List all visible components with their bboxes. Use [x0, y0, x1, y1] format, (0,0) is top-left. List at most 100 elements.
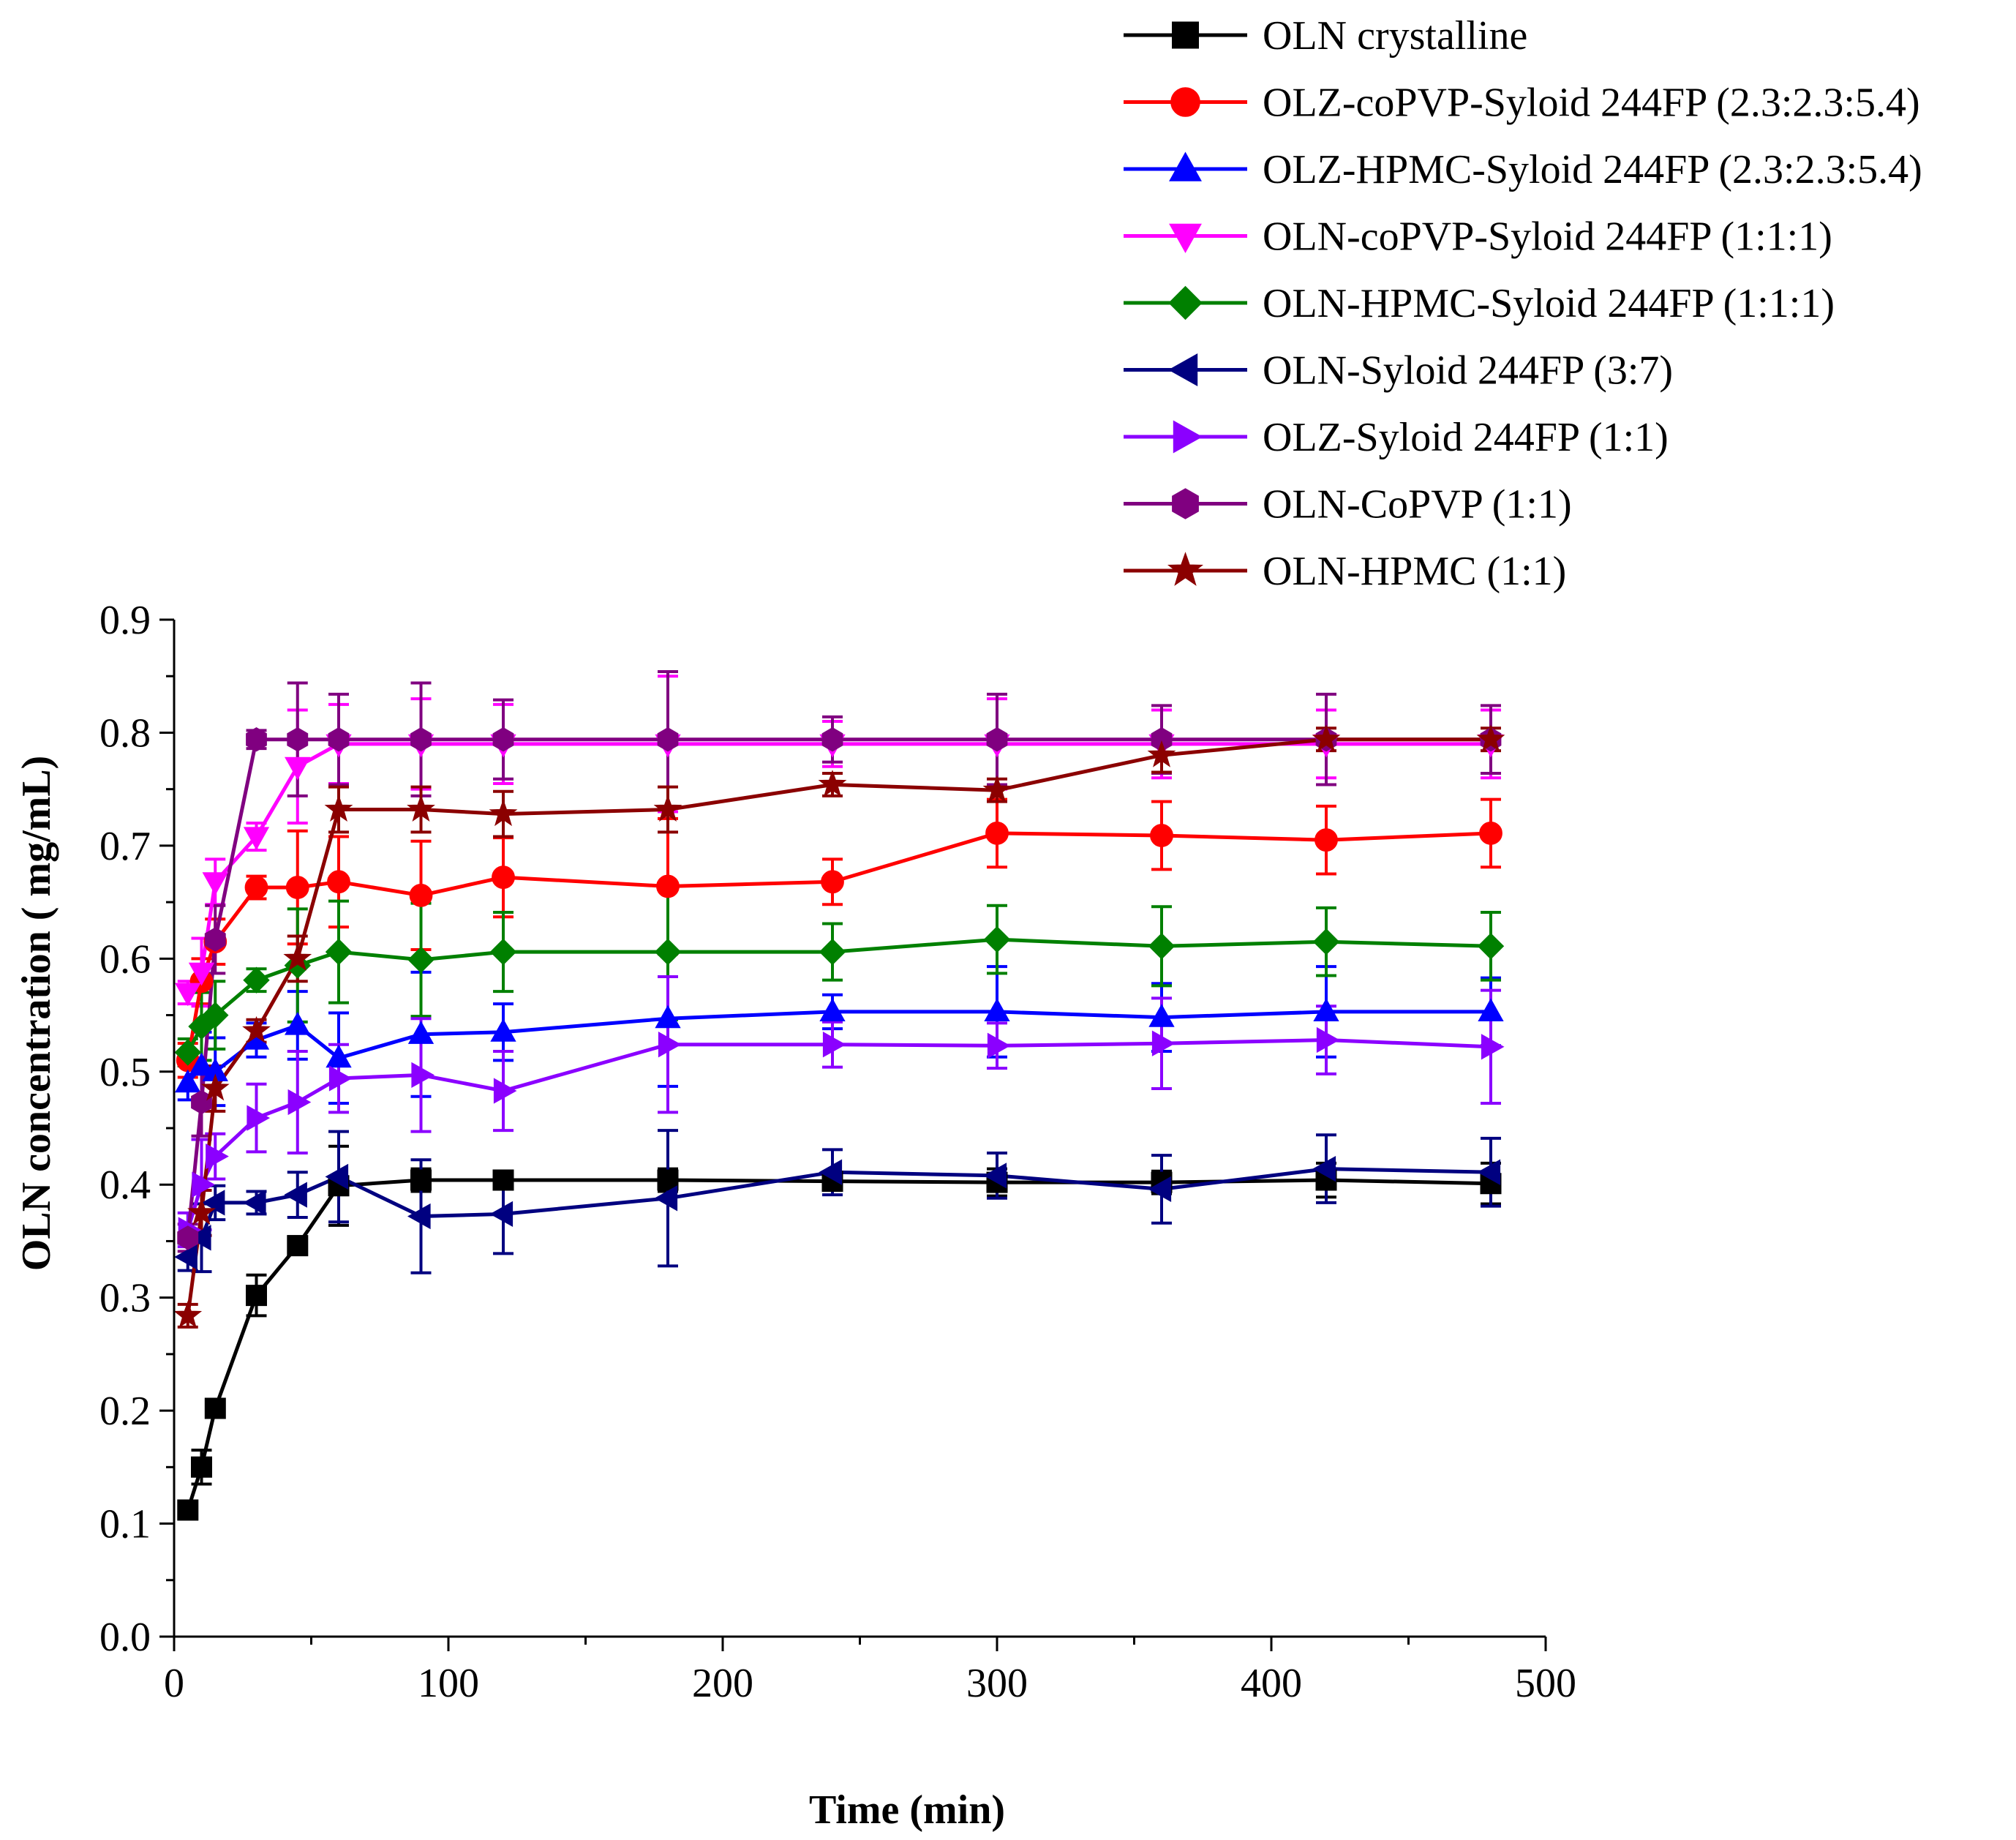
x-tick-label: 500 [1515, 1661, 1576, 1706]
legend-marker-olz-copvp-syloid-244fp-2-3-2-3-5-4 [1170, 87, 1200, 117]
y-tick-label: 0.9 [99, 598, 151, 643]
data-point-oln-copvp-1-1 [492, 727, 514, 752]
y-tick-label: 0.1 [99, 1502, 151, 1547]
data-point-olz-hpmc-syloid-244fp-2-3-2-3-5-4 [819, 998, 846, 1021]
data-point-oln-syloid-244fp-3-7 [654, 1185, 678, 1212]
data-point-oln-syloid-244fp-3-7 [1148, 1176, 1172, 1203]
data-point-olz-hpmc-syloid-244fp-2-3-2-3-5-4 [984, 998, 1010, 1021]
legend-label-olz-hpmc-syloid-244fp-2-3-2-3-5-4: OLZ-HPMC-Syloid 244FP (2.3:2.3:5.4) [1263, 147, 1922, 192]
y-tick-label: 0.6 [99, 936, 151, 982]
data-point-oln-syloid-244fp-3-7 [174, 1244, 198, 1270]
data-point-oln-hpmc-syloid-244fp-1-1-1 [1148, 933, 1176, 960]
data-point-olz-syloid-244fp-1-1 [1316, 1026, 1340, 1054]
data-point-oln-crystalline [410, 1169, 432, 1191]
legend: OLN crystalline OLZ-coPVP-Syloid 244FP (2… [1124, 13, 1922, 594]
data-point-oln-crystalline [204, 1397, 226, 1419]
data-point-olz-copvp-syloid-244fp-2-3-2-3-5-4 [985, 822, 1009, 845]
x-axis-title: Time (min) [809, 1787, 1005, 1833]
data-point-olz-syloid-244fp-1-1 [493, 1078, 517, 1104]
data-point-oln-hpmc-syloid-244fp-1-1-1 [407, 946, 435, 974]
x-tick-label: 0 [164, 1661, 184, 1706]
legend-label-olz-syloid-244fp-1-1: OLZ-Syloid 244FP (1:1) [1263, 415, 1669, 460]
data-point-oln-hpmc-syloid-244fp-1-1-1 [243, 966, 270, 994]
data-point-olz-copvp-syloid-244fp-2-3-2-3-5-4 [327, 870, 350, 894]
data-point-olz-hpmc-syloid-244fp-2-3-2-3-5-4 [1148, 1004, 1175, 1027]
data-point-olz-copvp-syloid-244fp-2-3-2-3-5-4 [656, 874, 680, 898]
series-line-olz-hpmc-syloid-244fp-2-3-2-3-5-4 [186, 1010, 1491, 1084]
data-point-olz-syloid-244fp-1-1 [658, 1032, 682, 1058]
data-point-oln-hpmc-syloid-244fp-1-1-1 [654, 938, 682, 966]
legend-marker-oln-copvp-syloid-244fp-1-1-1 [1169, 223, 1202, 254]
data-point-oln-hpmc-1-1 [242, 1015, 271, 1043]
y-tick-label: 0.7 [99, 824, 151, 869]
data-point-oln-hpmc-syloid-244fp-1-1-1 [325, 938, 353, 966]
data-point-oln-syloid-244fp-3-7 [983, 1163, 1007, 1189]
data-point-oln-syloid-244fp-3-7 [1477, 1159, 1501, 1185]
data-point-oln-syloid-244fp-3-7 [242, 1190, 266, 1216]
series-line-oln-crystalline [186, 1178, 1492, 1511]
data-point-oln-hpmc-1-1 [283, 943, 312, 971]
data-point-oln-copvp-1-1 [821, 727, 843, 752]
data-point-olz-copvp-syloid-244fp-2-3-2-3-5-4 [1150, 824, 1173, 847]
legend-label-oln-copvp-syloid-244fp-1-1-1: OLN-coPVP-Syloid 244FP (1:1:1) [1263, 214, 1832, 260]
series-line-oln-copvp-1-1 [186, 737, 1491, 1239]
data-point-oln-hpmc-syloid-244fp-1-1-1 [1312, 928, 1340, 955]
error-bars-layer [177, 670, 1501, 1521]
data-point-olz-syloid-244fp-1-1 [287, 1089, 312, 1116]
data-point-olz-syloid-244fp-1-1 [328, 1065, 353, 1092]
data-point-oln-syloid-244fp-3-7 [325, 1163, 349, 1190]
y-tick-label: 0.5 [99, 1050, 151, 1095]
data-point-oln-hpmc-syloid-244fp-1-1-1 [489, 938, 517, 966]
y-tick-label: 0.8 [99, 710, 151, 756]
data-point-olz-syloid-244fp-1-1 [192, 1171, 216, 1198]
legend-label-oln-syloid-244fp-3-7: OLN-Syloid 244FP (3:7) [1263, 348, 1673, 394]
data-point-oln-copvp-syloid-244fp-1-1-1 [243, 827, 270, 851]
data-point-oln-hpmc-syloid-244fp-1-1-1 [174, 1039, 202, 1066]
data-point-oln-crystalline [657, 1169, 679, 1191]
x-tick-label: 300 [966, 1661, 1028, 1706]
legend-label-oln-hpmc-syloid-244fp-1-1-1: OLN-HPMC-Syloid 244FP (1:1:1) [1263, 281, 1835, 326]
axes: 0.0 0.1 0.2 0.3 0.4 0.5 0.6 0.7 0.8 0.9 0 100 200 300… [99, 598, 1576, 1706]
data-point-oln-copvp-1-1 [204, 927, 226, 952]
data-point-oln-copvp-1-1 [657, 727, 679, 752]
data-point-oln-syloid-244fp-3-7 [1312, 1155, 1336, 1182]
data-point-oln-copvp-1-1 [986, 727, 1008, 752]
series-line-olz-syloid-244fp-1-1 [186, 1038, 1492, 1231]
data-point-olz-copvp-syloid-244fp-2-3-2-3-5-4 [492, 865, 515, 889]
data-point-olz-hpmc-syloid-244fp-2-3-2-3-5-4 [188, 1052, 215, 1076]
data-point-oln-hpmc-1-1 [1147, 740, 1176, 767]
data-point-olz-hpmc-syloid-244fp-2-3-2-3-5-4 [1478, 998, 1504, 1021]
data-point-oln-hpmc-1-1 [187, 1198, 216, 1225]
data-point-oln-hpmc-1-1 [982, 775, 1012, 803]
data-point-olz-copvp-syloid-244fp-2-3-2-3-5-4 [1479, 822, 1502, 845]
data-point-oln-copvp-1-1 [328, 727, 350, 752]
data-point-oln-syloid-244fp-3-7 [489, 1201, 514, 1228]
data-point-olz-syloid-244fp-1-1 [1151, 1030, 1176, 1056]
legend-marker-olz-syloid-244fp-1-1 [1173, 420, 1203, 454]
data-point-oln-hpmc-syloid-244fp-1-1-1 [1477, 933, 1505, 960]
markers-layer [173, 724, 1505, 1521]
data-point-oln-hpmc-syloid-244fp-1-1-1 [202, 1002, 229, 1029]
data-point-oln-copvp-1-1 [177, 1225, 199, 1250]
data-point-oln-syloid-244fp-3-7 [187, 1225, 211, 1251]
y-tick-label: 0.2 [99, 1389, 151, 1434]
y-axis-title: OLN concentration ( mg/mL) [14, 756, 59, 1272]
data-point-oln-syloid-244fp-3-7 [407, 1203, 431, 1230]
data-point-oln-hpmc-syloid-244fp-1-1-1 [983, 925, 1011, 953]
data-point-oln-hpmc-1-1 [1476, 724, 1505, 752]
data-point-olz-copvp-syloid-244fp-2-3-2-3-5-4 [285, 876, 309, 899]
data-point-oln-syloid-244fp-3-7 [819, 1159, 843, 1185]
data-point-olz-syloid-244fp-1-1 [987, 1032, 1011, 1059]
x-tick-label: 200 [692, 1661, 753, 1706]
y-tick-label: 0.3 [99, 1276, 151, 1321]
y-tick-label: 0.0 [99, 1615, 151, 1660]
data-point-oln-hpmc-1-1 [324, 795, 353, 822]
legend-marker-oln-crystalline [1172, 21, 1199, 49]
data-point-olz-hpmc-syloid-244fp-2-3-2-3-5-4 [326, 1044, 352, 1068]
data-point-olz-syloid-244fp-1-1 [411, 1062, 435, 1089]
legend-marker-oln-hpmc-1-1 [1167, 552, 1204, 586]
data-point-oln-crystalline [287, 1235, 309, 1257]
legend-label-oln-crystalline: OLN crystalline [1263, 13, 1527, 59]
data-point-oln-crystalline [191, 1456, 212, 1478]
series-lines-layer [186, 737, 1492, 1511]
